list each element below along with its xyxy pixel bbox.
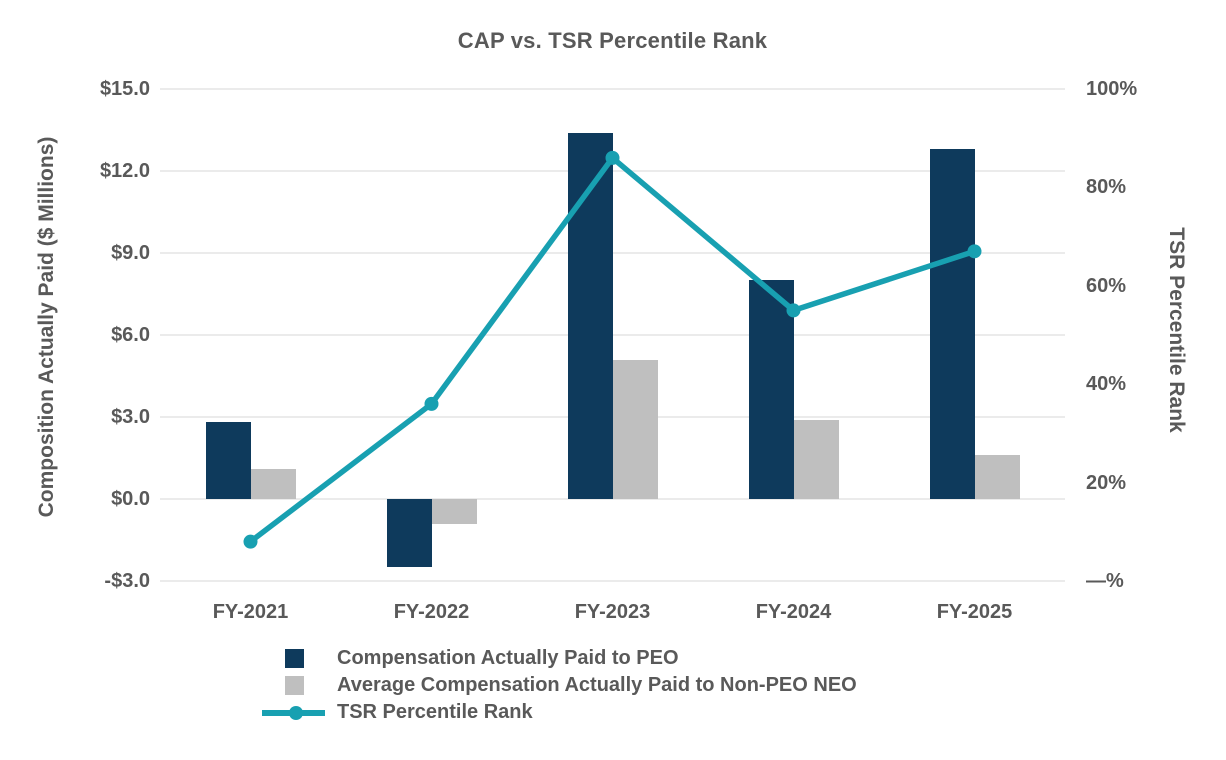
chart-title: CAP vs. TSR Percentile Rank bbox=[457, 28, 768, 53]
bar-peo-FY-2024 bbox=[748, 280, 794, 499]
bar-nonpeo-FY-2023 bbox=[612, 359, 658, 499]
right-axis-title: TSR Percentile Rank bbox=[1165, 227, 1188, 433]
x-label-FY-2021: FY-2021 bbox=[212, 601, 289, 623]
right-tick-label: 60% bbox=[1086, 274, 1127, 297]
legend-item-peo: Compensation Actually Paid to PEO bbox=[262, 645, 857, 672]
x-label-FY-2024: FY-2024 bbox=[755, 601, 832, 623]
gridline bbox=[160, 88, 1065, 90]
left-tick-label: $0.0 bbox=[111, 488, 150, 510]
legend-marker bbox=[262, 699, 337, 726]
legend-label-nonpeo: Average Compensation Actually Paid to No… bbox=[337, 674, 857, 696]
x-label-FY-2023: FY-2023 bbox=[574, 601, 651, 623]
legend-label-tsr: TSR Percentile Rank bbox=[337, 701, 533, 723]
x-label-FY-2022: FY-2022 bbox=[393, 601, 470, 623]
bar-peo-FY-2022 bbox=[386, 499, 432, 568]
left-tick-label: $9.0 bbox=[111, 242, 150, 264]
left-tick-label: $12.0 bbox=[99, 160, 150, 182]
tsr-point-FY-2022 bbox=[424, 396, 439, 411]
bar-peo-FY-2023 bbox=[567, 132, 613, 499]
legend-marker bbox=[262, 672, 337, 699]
bar-peo-FY-2025 bbox=[929, 149, 975, 499]
right-tick-label: 100% bbox=[1086, 78, 1138, 100]
right-tick-label: —% bbox=[1086, 570, 1124, 592]
nonpeo-bar-swatch bbox=[285, 676, 304, 695]
legend-marker bbox=[262, 645, 337, 672]
right-tick-label: 20% bbox=[1086, 471, 1127, 494]
tsr-dot-swatch bbox=[289, 706, 303, 720]
tsr-point-FY-2021 bbox=[243, 534, 258, 549]
x-label-FY-2025: FY-2025 bbox=[936, 601, 1013, 623]
peo-bar-swatch bbox=[285, 649, 304, 668]
legend-item-nonpeo: Average Compensation Actually Paid to No… bbox=[262, 672, 857, 699]
right-tick-label: 80% bbox=[1086, 176, 1127, 199]
bar-nonpeo-FY-2022 bbox=[431, 499, 477, 524]
legend-label-peo: Compensation Actually Paid to PEO bbox=[337, 647, 679, 669]
left-tick-label: -$3.0 bbox=[104, 570, 150, 592]
legend-item-tsr: TSR Percentile Rank bbox=[262, 699, 857, 726]
bar-peo-FY-2021 bbox=[205, 422, 251, 499]
left-tick-label: $3.0 bbox=[111, 406, 150, 428]
right-tick-label: 40% bbox=[1086, 373, 1127, 396]
bar-nonpeo-FY-2025 bbox=[974, 455, 1020, 499]
gridline bbox=[160, 580, 1065, 582]
bar-nonpeo-FY-2021 bbox=[250, 468, 296, 499]
legend: Compensation Actually Paid to PEO Averag… bbox=[262, 645, 857, 726]
left-tick-label: $6.0 bbox=[111, 324, 150, 346]
bar-nonpeo-FY-2024 bbox=[793, 419, 839, 499]
left-tick-label: $15.0 bbox=[99, 78, 150, 100]
